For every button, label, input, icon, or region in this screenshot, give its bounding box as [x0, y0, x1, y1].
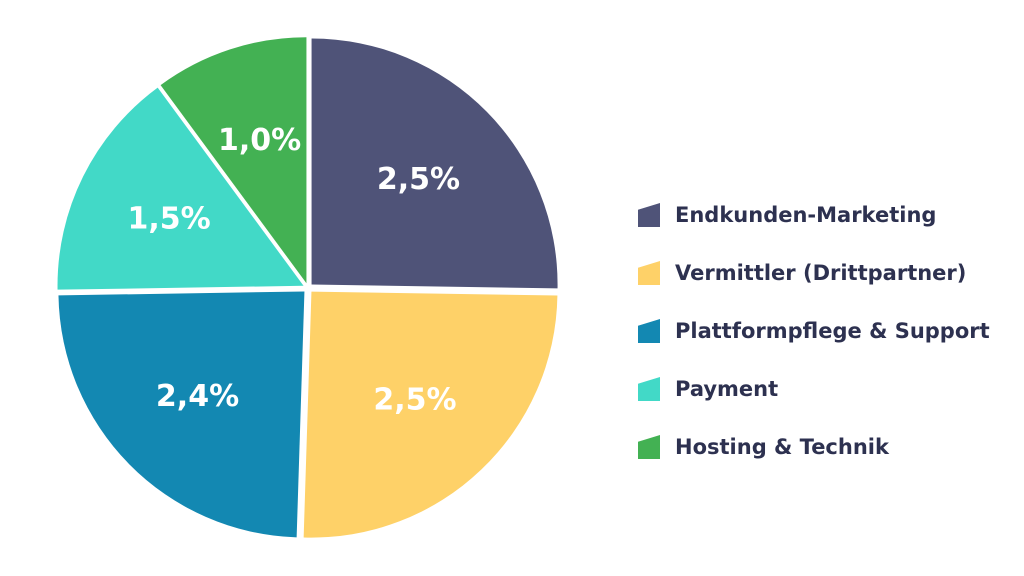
pie-slice-labels: 2,5% 2,5% 2,4% 1,5% 1,0% — [128, 123, 461, 417]
chart-legend: Endkunden-Marketing Vermittler (Drittpart… — [638, 186, 1018, 476]
slice-value-label-3: 1,5% — [128, 202, 211, 237]
legend-swatch — [638, 435, 660, 459]
legend-label: Hosting & Technik — [675, 435, 889, 459]
slice-value-label-1: 2,5% — [373, 383, 456, 418]
pie-slice-1 — [303, 291, 558, 538]
pie-slice-3 — [57, 87, 304, 290]
pie-slices — [57, 37, 558, 538]
legend-label: Vermittler (Drittpartner) — [675, 261, 967, 285]
slice-value-label-4: 1,0% — [218, 123, 301, 158]
legend-swatch — [638, 261, 660, 285]
legend-swatch — [638, 319, 660, 343]
legend-swatch — [638, 203, 660, 227]
slice-value-label-0: 2,5% — [377, 162, 460, 197]
legend-item: Plattformpflege & Support — [638, 302, 1018, 360]
legend-item: Hosting & Technik — [638, 418, 1018, 476]
legend-item: Endkunden-Marketing — [638, 186, 1018, 244]
pie-slice-2 — [58, 291, 305, 538]
legend-swatch — [638, 377, 660, 401]
legend-label: Endkunden-Marketing — [675, 203, 937, 227]
legend-label: Plattformpflege & Support — [675, 319, 990, 343]
legend-item: Vermittler (Drittpartner) — [638, 244, 1018, 302]
legend-label: Payment — [675, 377, 779, 401]
pie-slice-4 — [160, 37, 307, 284]
slice-value-label-2: 2,4% — [156, 379, 239, 414]
pie-slice-0 — [311, 38, 558, 289]
legend-item: Payment — [638, 360, 1018, 418]
